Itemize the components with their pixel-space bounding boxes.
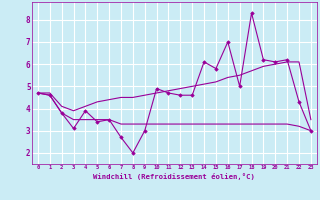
X-axis label: Windchill (Refroidissement éolien,°C): Windchill (Refroidissement éolien,°C)	[93, 173, 255, 180]
